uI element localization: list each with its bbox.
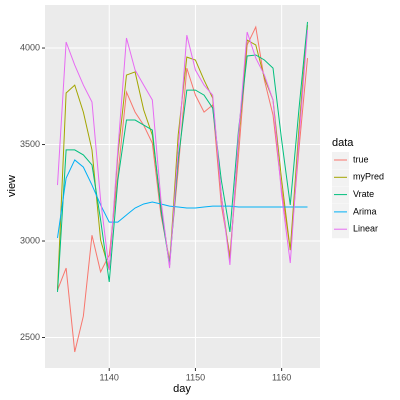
y-tick-label: 3000 xyxy=(20,235,40,245)
y-tick-label: 4000 xyxy=(20,42,40,52)
legend-label: Vrate xyxy=(353,189,374,199)
x-tick-label: 1140 xyxy=(100,372,119,382)
series-line xyxy=(57,21,308,292)
x-tick-label: 1150 xyxy=(186,372,205,382)
y-axis-title: view xyxy=(6,175,18,197)
legend-label: Linear xyxy=(353,224,378,234)
legend-title: data xyxy=(332,137,354,149)
legend-label: myPred xyxy=(353,172,384,182)
legend-label: Arima xyxy=(353,206,377,216)
series-line xyxy=(57,25,308,353)
x-tick-label: 1160 xyxy=(272,372,291,382)
series-line xyxy=(57,30,308,271)
legend-label: true xyxy=(353,154,369,164)
panel xyxy=(45,5,320,368)
y-tick-label: 2500 xyxy=(20,332,40,342)
y-tick-label: 3500 xyxy=(20,139,40,149)
x-axis-title: day xyxy=(173,383,191,395)
series-line xyxy=(57,159,308,239)
